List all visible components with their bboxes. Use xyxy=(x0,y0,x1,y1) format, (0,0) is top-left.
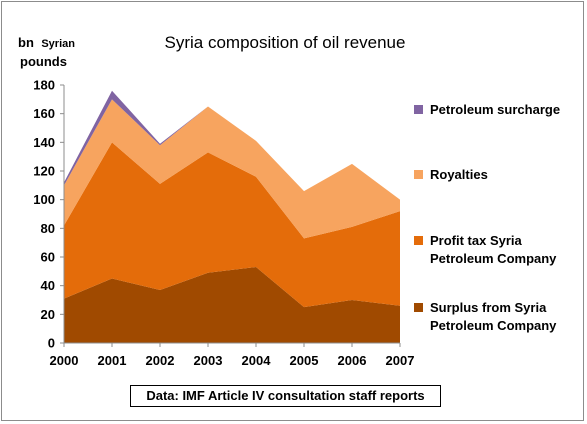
y-tick-label: 120 xyxy=(33,164,55,179)
x-tick-label: 2001 xyxy=(98,353,127,368)
legend-swatch xyxy=(414,236,423,245)
area-series-2 xyxy=(64,142,400,308)
legend-swatch xyxy=(414,303,423,312)
axes-group: 0 20 40 60 80 100 120 140 160 180 2000 2001 2002 2003… xyxy=(33,78,414,369)
x-tick-label: 2003 xyxy=(194,353,223,368)
area-series-3 xyxy=(64,99,400,239)
legend: Petroleum surcharge Royalties Profit tax S… xyxy=(414,102,560,333)
legend-swatch xyxy=(414,170,423,179)
legend-label: Petroleum surcharge xyxy=(430,102,560,117)
y-axis-label-line2: pounds xyxy=(20,54,67,69)
y-tick-label: 80 xyxy=(41,221,55,236)
x-tick-label: 2006 xyxy=(338,353,367,368)
x-tick-label: 2002 xyxy=(146,353,175,368)
x-tick-label: 2005 xyxy=(290,353,319,368)
area-series-1 xyxy=(64,267,400,343)
source-note: Data: IMF Article IV consultation staff … xyxy=(130,385,441,407)
area-series-group xyxy=(64,90,400,343)
y-tick-label: 0 xyxy=(48,336,55,351)
y-tick-label: 60 xyxy=(41,250,55,265)
y-tick-label: 40 xyxy=(41,278,55,293)
y-axis-label-line1: bn Syrian xyxy=(18,34,75,51)
y-tick-label: 180 xyxy=(33,78,55,93)
x-tick-label: 2000 xyxy=(50,353,79,368)
legend-label: Royalties xyxy=(430,167,488,182)
legend-swatch xyxy=(414,105,423,114)
x-tick-label: 2007 xyxy=(386,353,415,368)
x-tick-label: 2004 xyxy=(242,353,272,368)
legend-label: Surplus from Syria Petroleum Company xyxy=(430,300,557,333)
legend-label: Profit tax Syria Petroleum Company xyxy=(430,233,557,266)
y-tick-label: 20 xyxy=(41,307,55,322)
y-tick-label: 160 xyxy=(33,106,55,121)
y-tick-label: 100 xyxy=(33,192,55,207)
y-tick-label: 140 xyxy=(33,135,55,150)
chart-title: Syria composition of oil revenue xyxy=(165,33,406,52)
